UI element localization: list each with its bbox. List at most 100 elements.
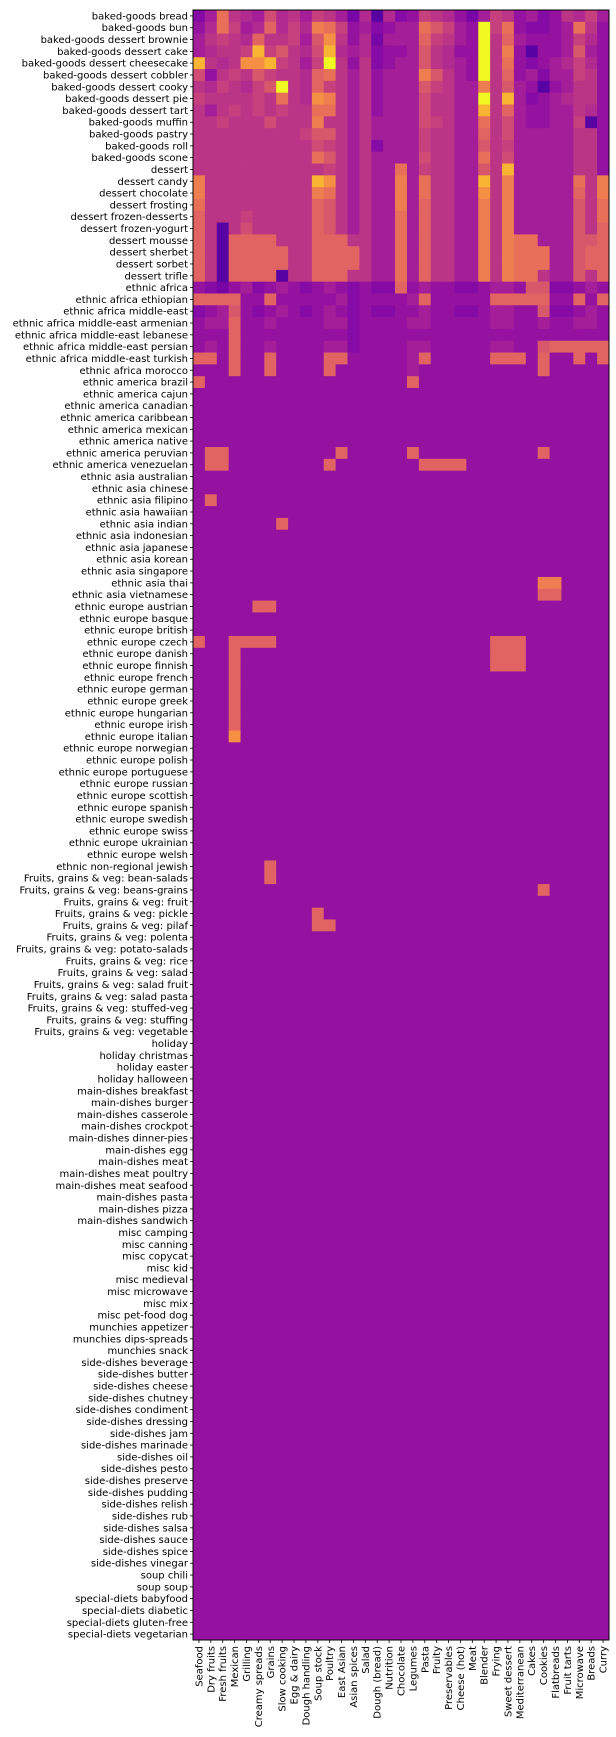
heatmap-cell [240,1037,253,1050]
heatmap-cell [252,1191,265,1204]
heatmap-cell [395,1143,408,1157]
heatmap-cell [252,458,265,472]
heatmap-cell [371,1462,384,1476]
heatmap-cell [252,1108,265,1121]
heatmap-cell [347,1557,360,1570]
heatmap-cell [561,1214,574,1227]
heatmap-cell [383,364,396,377]
heatmap-cell [466,718,479,731]
heatmap-cell [335,1628,348,1641]
heatmap-cell [204,387,218,401]
heatmap-cell [478,340,491,353]
heatmap-cell [573,328,586,342]
heatmap-cell [395,151,408,164]
heatmap-cell [359,848,372,861]
heatmap-cell [466,387,479,401]
heatmap-cell [537,706,550,720]
heatmap-cell [193,317,206,330]
heatmap-cell [537,139,550,153]
heatmap-cell [573,1226,586,1239]
heatmap-cell [513,399,527,412]
heatmap-cell [228,1498,241,1511]
heatmap-cell [525,387,539,401]
heatmap-cell [525,187,539,200]
heatmap-cell [490,1025,503,1039]
heatmap-cell [204,1309,218,1322]
heatmap-cell [502,1604,515,1617]
heatmap-cell [502,1368,515,1381]
heatmap-cell [597,187,610,200]
heatmap-cell [311,517,325,531]
heatmap-cell [323,1486,337,1499]
heatmap-cell [371,1368,384,1381]
heatmap-cell [193,21,206,35]
heatmap-cell [418,198,432,212]
heatmap-cell [537,80,550,94]
heatmap-cell [561,836,574,850]
heatmap-cell [525,69,539,82]
heatmap-cell [228,1427,241,1440]
heatmap-cell [240,364,253,377]
heatmap-cell [299,990,313,1003]
heatmap-cell [418,352,432,365]
heatmap-cell [395,966,408,979]
heatmap-cell [335,907,348,920]
row-label: ethnic europe italian [85,732,188,743]
heatmap-cell [490,269,503,283]
heatmap-cell [335,695,348,708]
heatmap-cell [204,647,218,661]
heatmap-cell [573,718,586,731]
heatmap-cell [347,21,360,35]
heatmap-cell [204,1013,218,1027]
heatmap-cell [597,1073,610,1086]
heatmap-cell [252,92,265,105]
heatmap-cell [252,340,265,353]
heatmap-cell [311,1451,325,1464]
heatmap-cell [525,1191,539,1204]
heatmap-cell [418,128,432,141]
row-label: ethnic europe swiss [89,826,188,837]
heatmap-cell [252,789,265,802]
heatmap-cell [418,1214,432,1227]
heatmap-cell [513,1285,527,1298]
heatmap-cell [299,1226,313,1239]
heatmap-cell [585,777,598,790]
heatmap-cell [478,895,491,909]
heatmap-cell [288,1202,301,1216]
heatmap-cell [537,907,550,920]
heatmap-cell [252,765,265,779]
heatmap-cell [561,92,574,105]
heatmap-cell [240,529,253,542]
heatmap-cell [561,1380,574,1393]
heatmap-cell [216,907,230,920]
heatmap-cell [549,1285,562,1298]
heatmap-cell [418,1238,432,1251]
heatmap-cell [193,1049,206,1062]
heatmap-cell [537,1143,550,1157]
heatmap-cell [193,1238,206,1251]
heatmap-cell [288,1474,301,1487]
heatmap-cell [597,1061,610,1074]
heatmap-cell [430,411,443,424]
heatmap-cell [276,836,289,850]
heatmap-cell [430,305,443,318]
heatmap-cell [216,1368,230,1381]
heatmap-cell [276,695,289,708]
heatmap-cell [383,352,396,365]
heatmap-cell [264,836,277,850]
heatmap-cell [371,801,384,814]
heatmap-cell [395,1226,408,1239]
heatmap-cell [299,1120,313,1133]
heatmap-cell [288,222,301,235]
heatmap-cell [395,600,408,613]
heatmap-cell [585,222,598,235]
heatmap-cell [585,1498,598,1511]
heatmap-cell [193,1616,206,1629]
heatmap-cell [597,895,610,909]
heatmap-cell [418,541,432,554]
heatmap-cell [371,1226,384,1239]
heatmap-cell [252,671,265,684]
heatmap-cell [573,1344,586,1357]
heatmap-cell [418,45,432,58]
heatmap-cell [442,765,455,779]
